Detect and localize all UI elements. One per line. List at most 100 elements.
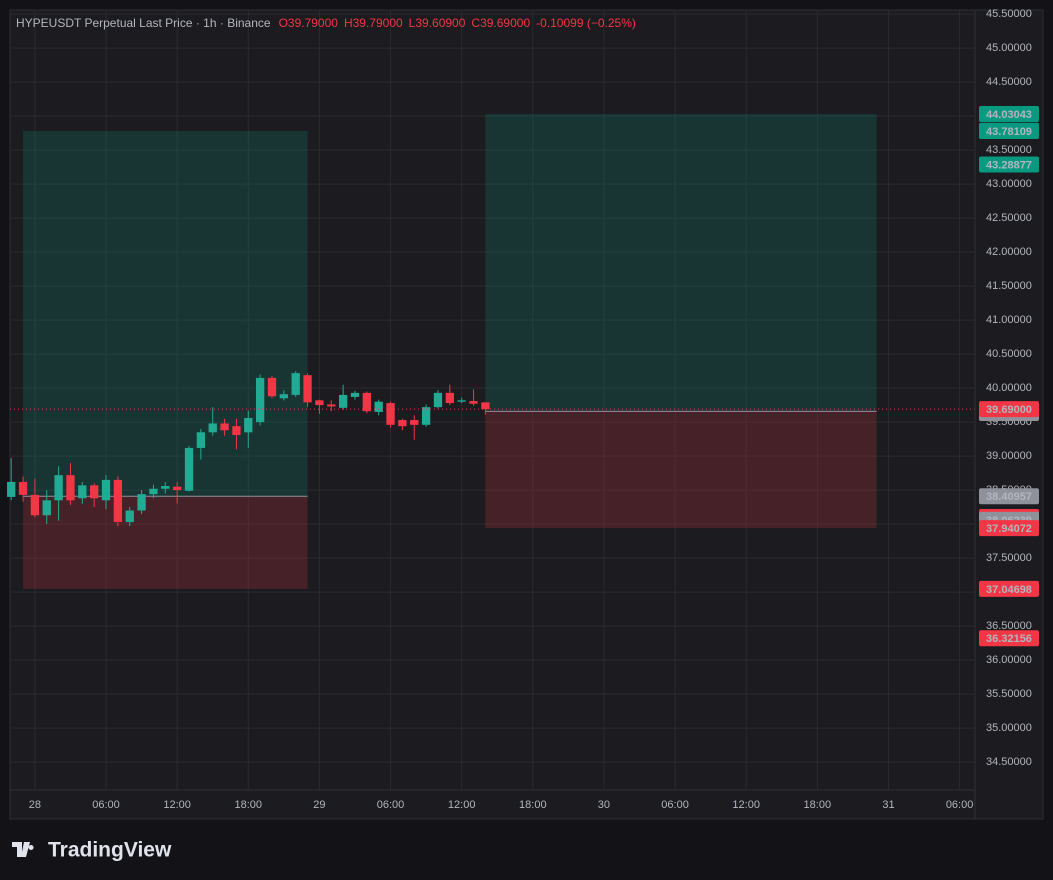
- y-tick-label: 41.50000: [986, 280, 1032, 292]
- x-tick-label: 28: [29, 799, 41, 811]
- candle-body: [113, 479, 123, 523]
- price-tag: [979, 106, 1039, 123]
- price-tag-label: 36.32156: [986, 633, 1032, 645]
- candle-body: [291, 373, 300, 395]
- candle-body: [54, 475, 63, 501]
- candle-body: [173, 486, 182, 491]
- brand-name: TradingView: [48, 839, 172, 862]
- y-tick-label: 43.00000: [986, 178, 1032, 190]
- candle-body: [410, 420, 419, 425]
- x-tick-label: 29: [313, 799, 325, 811]
- candle-body: [267, 377, 277, 397]
- price-tag: [979, 630, 1039, 647]
- legend-value: O39.79000: [279, 16, 339, 30]
- price-tag: [979, 488, 1039, 505]
- brand: TradingView: [12, 839, 172, 862]
- candle-body: [445, 392, 454, 404]
- candle-body: [481, 402, 490, 410]
- price-tag-label: 43.28877: [986, 159, 1032, 171]
- loss-zone: [485, 411, 877, 529]
- legend-value: -0.10099 (−0.25%): [536, 16, 636, 30]
- candle-body: [90, 485, 99, 499]
- x-tick-label: 18:00: [519, 799, 547, 811]
- candle-body: [244, 418, 253, 433]
- candle-body: [184, 447, 194, 491]
- y-tick-label: 40.50000: [986, 348, 1032, 360]
- price-tag-label: 43.78109: [986, 126, 1032, 138]
- y-tick-label: 43.50000: [986, 144, 1032, 156]
- candle-body: [362, 392, 371, 412]
- x-tick-label: 06:00: [92, 799, 120, 811]
- candle-body: [374, 401, 383, 412]
- candle-body: [101, 479, 111, 501]
- y-tick-label: 36.00000: [986, 654, 1032, 666]
- candle-body: [421, 407, 431, 425]
- candle-body: [386, 403, 395, 425]
- candle-body: [137, 494, 146, 511]
- x-tick-label: 31: [882, 799, 894, 811]
- candle-body: [18, 481, 28, 495]
- x-tick-label: 06:00: [377, 799, 405, 811]
- candle-body: [149, 488, 158, 495]
- y-tick-label: 37.50000: [986, 552, 1032, 564]
- chart-frame: [9, 9, 1044, 820]
- profit-zone: [485, 114, 877, 412]
- candle-body: [350, 392, 360, 397]
- y-tick-label: 34.50000: [986, 756, 1032, 768]
- candle-body: [398, 420, 407, 427]
- y-tick-label: 39.00000: [986, 450, 1032, 462]
- y-tick-label: 42.00000: [986, 246, 1032, 258]
- x-tick-label: 18:00: [804, 799, 832, 811]
- y-tick-label: 40.00000: [986, 382, 1032, 394]
- x-tick-label: 06:00: [946, 799, 974, 811]
- legend-value: H39.79000: [344, 16, 403, 30]
- candle-body: [315, 400, 324, 406]
- y-tick-label: 35.50000: [986, 688, 1032, 700]
- candle-body: [338, 394, 348, 408]
- legend-value: C39.69000: [471, 16, 530, 30]
- x-tick-label: 18:00: [235, 799, 263, 811]
- chart-title: HYPEUSDT Perpetual Last Price · 1h · Bin…: [16, 16, 271, 30]
- x-tick-label: 06:00: [661, 799, 689, 811]
- candle-body: [232, 426, 241, 436]
- candle-body: [30, 494, 40, 516]
- price-tag-label: 44.03043: [986, 109, 1032, 121]
- candle-body: [220, 423, 229, 431]
- y-tick-label: 36.50000: [986, 620, 1032, 632]
- candle-body: [327, 404, 336, 407]
- candle-body: [196, 432, 206, 448]
- candle-body: [66, 475, 75, 501]
- price-tag: [979, 401, 1039, 418]
- y-tick-label: 45.50000: [986, 8, 1032, 20]
- candle-body: [433, 392, 443, 408]
- candle-body: [208, 423, 217, 433]
- candle-body: [125, 510, 134, 523]
- loss-zone: [23, 496, 308, 589]
- candle-body: [42, 500, 51, 516]
- candle-body: [469, 401, 478, 404]
- brand-icon: [12, 842, 34, 857]
- legend-value: L39.60900: [409, 16, 466, 30]
- candle-body: [78, 485, 87, 499]
- price-tag: [979, 156, 1039, 173]
- y-tick-label: 41.00000: [986, 314, 1032, 326]
- price-tag: [979, 520, 1039, 537]
- y-tick-label: 45.00000: [986, 42, 1032, 54]
- x-tick-label: 30: [598, 799, 610, 811]
- candle-body: [7, 481, 16, 497]
- header: HYPEUSDT Perpetual Last Price · 1h · Bin…: [16, 16, 636, 30]
- y-tick-label: 42.50000: [986, 212, 1032, 224]
- price-tag-label: 37.94072: [986, 523, 1032, 535]
- candle-body: [279, 394, 289, 399]
- x-tick-label: 12:00: [732, 799, 760, 811]
- price-tag: [979, 580, 1039, 597]
- candle-body: [255, 377, 265, 423]
- price-tag: [979, 122, 1039, 139]
- x-tick-label: 12:00: [448, 799, 476, 811]
- price-tag-label: 37.04698: [986, 584, 1032, 596]
- x-tick-label: 12:00: [163, 799, 191, 811]
- candle-body: [457, 400, 466, 402]
- price-tag-label: 39.69000: [986, 404, 1032, 416]
- price-tag-label: 38.40957: [986, 491, 1032, 503]
